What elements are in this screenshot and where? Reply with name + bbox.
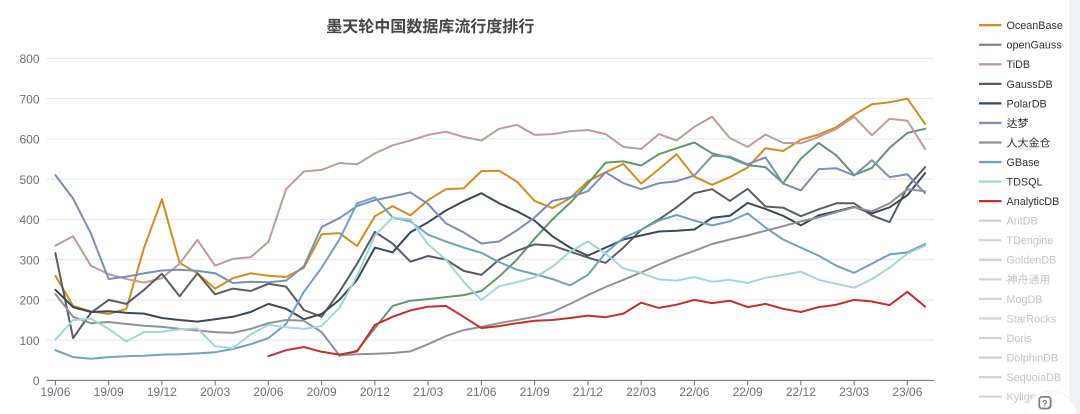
svg-text:SequoiaDB: SequoiaDB (1007, 372, 1062, 384)
svg-text:19/06: 19/06 (40, 385, 70, 399)
svg-text:OceanBase: OceanBase (1007, 20, 1063, 32)
svg-text:20/06: 20/06 (253, 385, 283, 399)
svg-text:600: 600 (19, 133, 39, 147)
svg-text:?: ? (1042, 398, 1048, 408)
svg-text:21/06: 21/06 (466, 385, 496, 399)
svg-text:openGauss: openGauss (1007, 40, 1063, 52)
svg-text:AnalyticDB: AnalyticDB (1007, 196, 1060, 208)
svg-text:20/12: 20/12 (360, 385, 390, 399)
svg-text:PolarDB: PolarDB (1007, 98, 1047, 110)
svg-text:22/06: 22/06 (679, 385, 709, 399)
svg-text:100: 100 (19, 334, 39, 348)
svg-text:21/03: 21/03 (413, 385, 443, 399)
svg-text:19/09: 19/09 (94, 385, 124, 399)
svg-text:AntDB: AntDB (1007, 216, 1038, 228)
svg-text:TDengine: TDengine (1007, 235, 1054, 247)
svg-text:StarRocks: StarRocks (1007, 313, 1057, 325)
svg-text:Doris: Doris (1007, 333, 1033, 345)
svg-text:21/09: 21/09 (520, 385, 550, 399)
svg-text:TiDB: TiDB (1007, 59, 1031, 71)
svg-text:GBase: GBase (1007, 157, 1040, 169)
svg-text:TDSQL: TDSQL (1007, 177, 1043, 189)
svg-text:DolphinDB: DolphinDB (1007, 352, 1059, 364)
svg-text:800: 800 (19, 52, 39, 66)
svg-text:21/12: 21/12 (573, 385, 603, 399)
svg-text:500: 500 (19, 173, 39, 187)
svg-text:23/03: 23/03 (839, 385, 869, 399)
svg-text:22/03: 22/03 (626, 385, 656, 399)
svg-text:23/06: 23/06 (892, 385, 922, 399)
svg-text:200: 200 (19, 294, 39, 308)
svg-text:22/12: 22/12 (786, 385, 816, 399)
svg-text:0: 0 (33, 374, 40, 388)
svg-text:19/12: 19/12 (147, 385, 177, 399)
svg-text:400: 400 (19, 213, 39, 227)
svg-text:20/09: 20/09 (307, 385, 337, 399)
svg-text:20/03: 20/03 (200, 385, 230, 399)
svg-text:700: 700 (19, 92, 39, 106)
svg-text:22/09: 22/09 (733, 385, 763, 399)
svg-text:MogDB: MogDB (1007, 294, 1043, 306)
svg-text:GoldenDB: GoldenDB (1007, 255, 1057, 267)
svg-text:GaussDB: GaussDB (1007, 79, 1053, 91)
svg-text:300: 300 (19, 253, 39, 267)
